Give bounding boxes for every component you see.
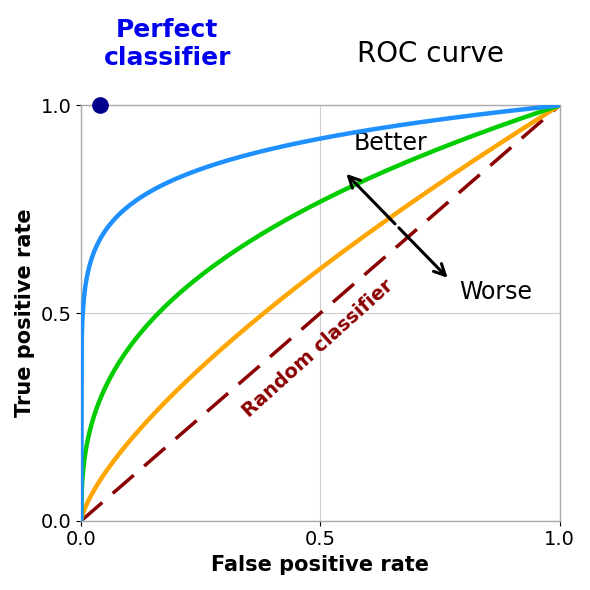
Text: ROC curve: ROC curve — [357, 40, 504, 68]
Text: Worse: Worse — [459, 280, 532, 304]
Text: Better: Better — [354, 131, 428, 155]
Text: Perfect
classifier: Perfect classifier — [104, 18, 231, 70]
X-axis label: False positive rate: False positive rate — [211, 555, 430, 575]
Y-axis label: True positive rate: True positive rate — [15, 209, 35, 417]
Text: Random classifier: Random classifier — [239, 276, 397, 421]
